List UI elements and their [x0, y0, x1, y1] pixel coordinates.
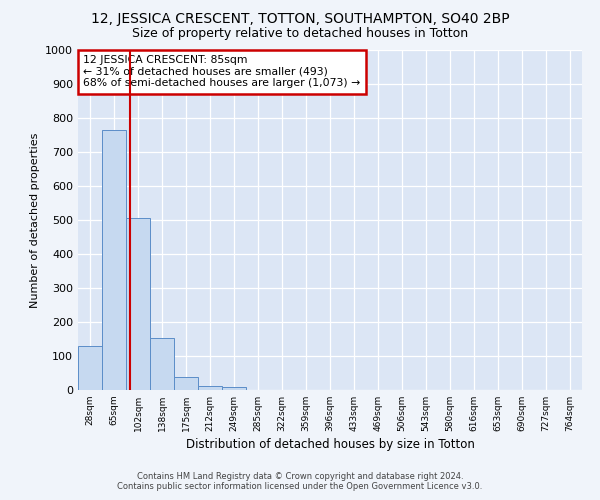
Text: 12, JESSICA CRESCENT, TOTTON, SOUTHAMPTON, SO40 2BP: 12, JESSICA CRESCENT, TOTTON, SOUTHAMPTO…: [91, 12, 509, 26]
Bar: [222, 387, 246, 390]
Bar: [198, 386, 222, 390]
Y-axis label: Number of detached properties: Number of detached properties: [29, 132, 40, 308]
Bar: [150, 338, 174, 390]
Text: Size of property relative to detached houses in Totton: Size of property relative to detached ho…: [132, 28, 468, 40]
Text: Contains HM Land Registry data © Crown copyright and database right 2024.
Contai: Contains HM Land Registry data © Crown c…: [118, 472, 482, 491]
Text: 12 JESSICA CRESCENT: 85sqm
← 31% of detached houses are smaller (493)
68% of sem: 12 JESSICA CRESCENT: 85sqm ← 31% of deta…: [83, 55, 360, 88]
Bar: [174, 377, 198, 390]
Bar: [102, 130, 126, 390]
Bar: [78, 346, 102, 390]
Bar: [126, 218, 150, 390]
X-axis label: Distribution of detached houses by size in Totton: Distribution of detached houses by size …: [185, 438, 475, 451]
